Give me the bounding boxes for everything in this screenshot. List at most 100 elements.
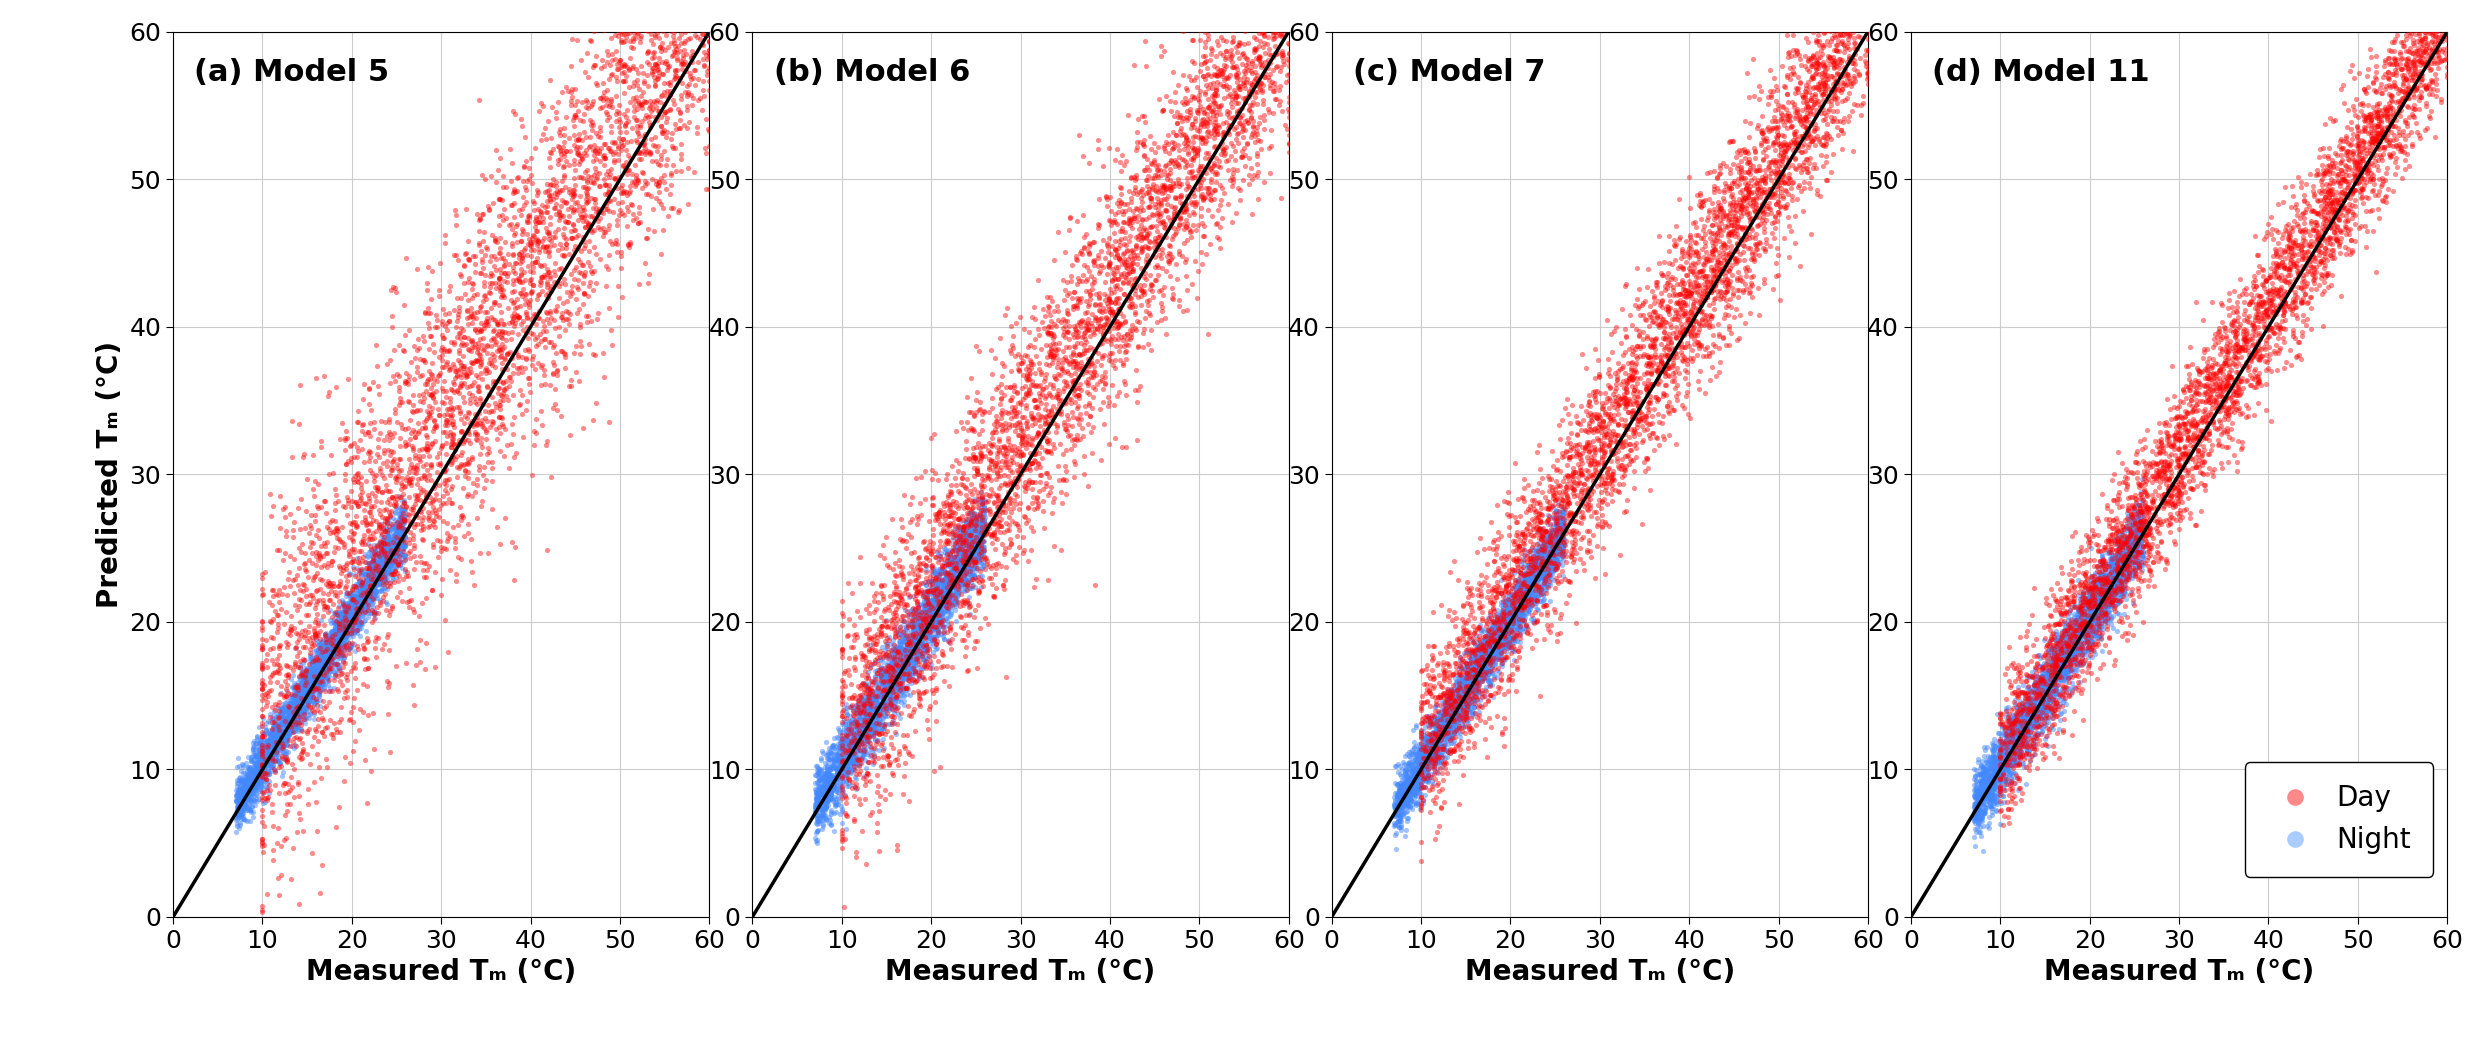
Point (910, 641, 949, 658)
Point (897, 671, 937, 688)
Point (959, 512, 999, 529)
Point (225, 778, 265, 795)
Point (282, 702, 321, 719)
Point (957, 384, 996, 401)
Point (1493, 594, 1533, 611)
Point (1414, 736, 1454, 753)
Point (324, 627, 363, 644)
Point (942, 564, 981, 581)
Point (907, 629, 947, 646)
Point (1656, 376, 1696, 393)
Point (2331, 136, 2371, 153)
Point (1392, 768, 1431, 785)
Point (1392, 757, 1431, 774)
Point (885, 622, 925, 639)
Point (976, 458, 1016, 475)
Point (845, 710, 885, 727)
Point (1451, 707, 1491, 724)
Point (1439, 688, 1478, 705)
Point (2106, 580, 2146, 597)
Point (2089, 572, 2128, 589)
Point (1483, 641, 1523, 658)
Point (1693, 327, 1733, 344)
Point (336, 593, 376, 610)
Point (299, 657, 339, 674)
Point (1557, 448, 1597, 465)
Point (2168, 462, 2207, 479)
Point (1987, 762, 2027, 779)
Point (1004, 427, 1043, 444)
Point (1785, 89, 1824, 105)
Point (1389, 781, 1429, 798)
Point (2049, 667, 2089, 684)
Point (2250, 319, 2289, 336)
Point (1001, 444, 1041, 461)
Point (895, 611, 934, 628)
Point (1980, 781, 2020, 798)
Point (1992, 789, 2032, 806)
Point (1770, 136, 1810, 153)
Point (2395, 62, 2435, 79)
Point (242, 746, 282, 763)
Point (1407, 758, 1446, 775)
Point (2116, 515, 2156, 532)
Point (1706, 299, 1745, 316)
Point (1214, 174, 1253, 191)
Point (265, 703, 304, 720)
Point (887, 698, 927, 715)
Point (361, 559, 400, 575)
Point (218, 804, 257, 821)
Point (470, 267, 509, 284)
Point (230, 803, 269, 820)
Point (373, 489, 413, 506)
Point (1461, 665, 1501, 682)
Point (400, 423, 440, 440)
Point (2084, 554, 2123, 571)
Point (299, 675, 339, 691)
Point (2343, 122, 2383, 139)
Point (883, 644, 922, 661)
Point (2067, 613, 2106, 630)
Point (269, 715, 309, 731)
Point (952, 562, 991, 579)
Point (618, 24, 658, 41)
Point (1421, 730, 1461, 747)
Point (1028, 403, 1068, 419)
Point (1409, 741, 1449, 758)
Point (959, 488, 999, 505)
Point (393, 504, 433, 521)
Point (1688, 252, 1728, 269)
Point (2284, 278, 2324, 295)
Point (2403, 56, 2442, 73)
Point (2039, 711, 2079, 728)
Point (2373, 182, 2413, 199)
Point (2091, 580, 2131, 597)
Point (1429, 701, 1468, 718)
Point (2306, 257, 2346, 274)
Point (1446, 692, 1486, 709)
Point (336, 622, 376, 639)
Point (2410, 0, 2450, 5)
Point (840, 717, 880, 734)
Point (309, 659, 349, 676)
Point (1414, 744, 1454, 761)
Point (1384, 790, 1424, 807)
Point (2161, 505, 2200, 522)
Point (277, 679, 316, 696)
Point (252, 803, 292, 820)
Point (1666, 307, 1706, 324)
Point (1703, 236, 1743, 253)
Point (2015, 718, 2054, 735)
Point (267, 636, 307, 652)
Point (366, 356, 405, 373)
Point (274, 708, 314, 725)
Point (299, 686, 339, 703)
Point (2348, 154, 2388, 171)
Point (650, 58, 690, 75)
Point (838, 728, 878, 745)
Point (1636, 278, 1676, 295)
Point (272, 709, 311, 726)
Point (1090, 291, 1130, 308)
Point (1980, 773, 2020, 789)
Point (2086, 598, 2126, 614)
